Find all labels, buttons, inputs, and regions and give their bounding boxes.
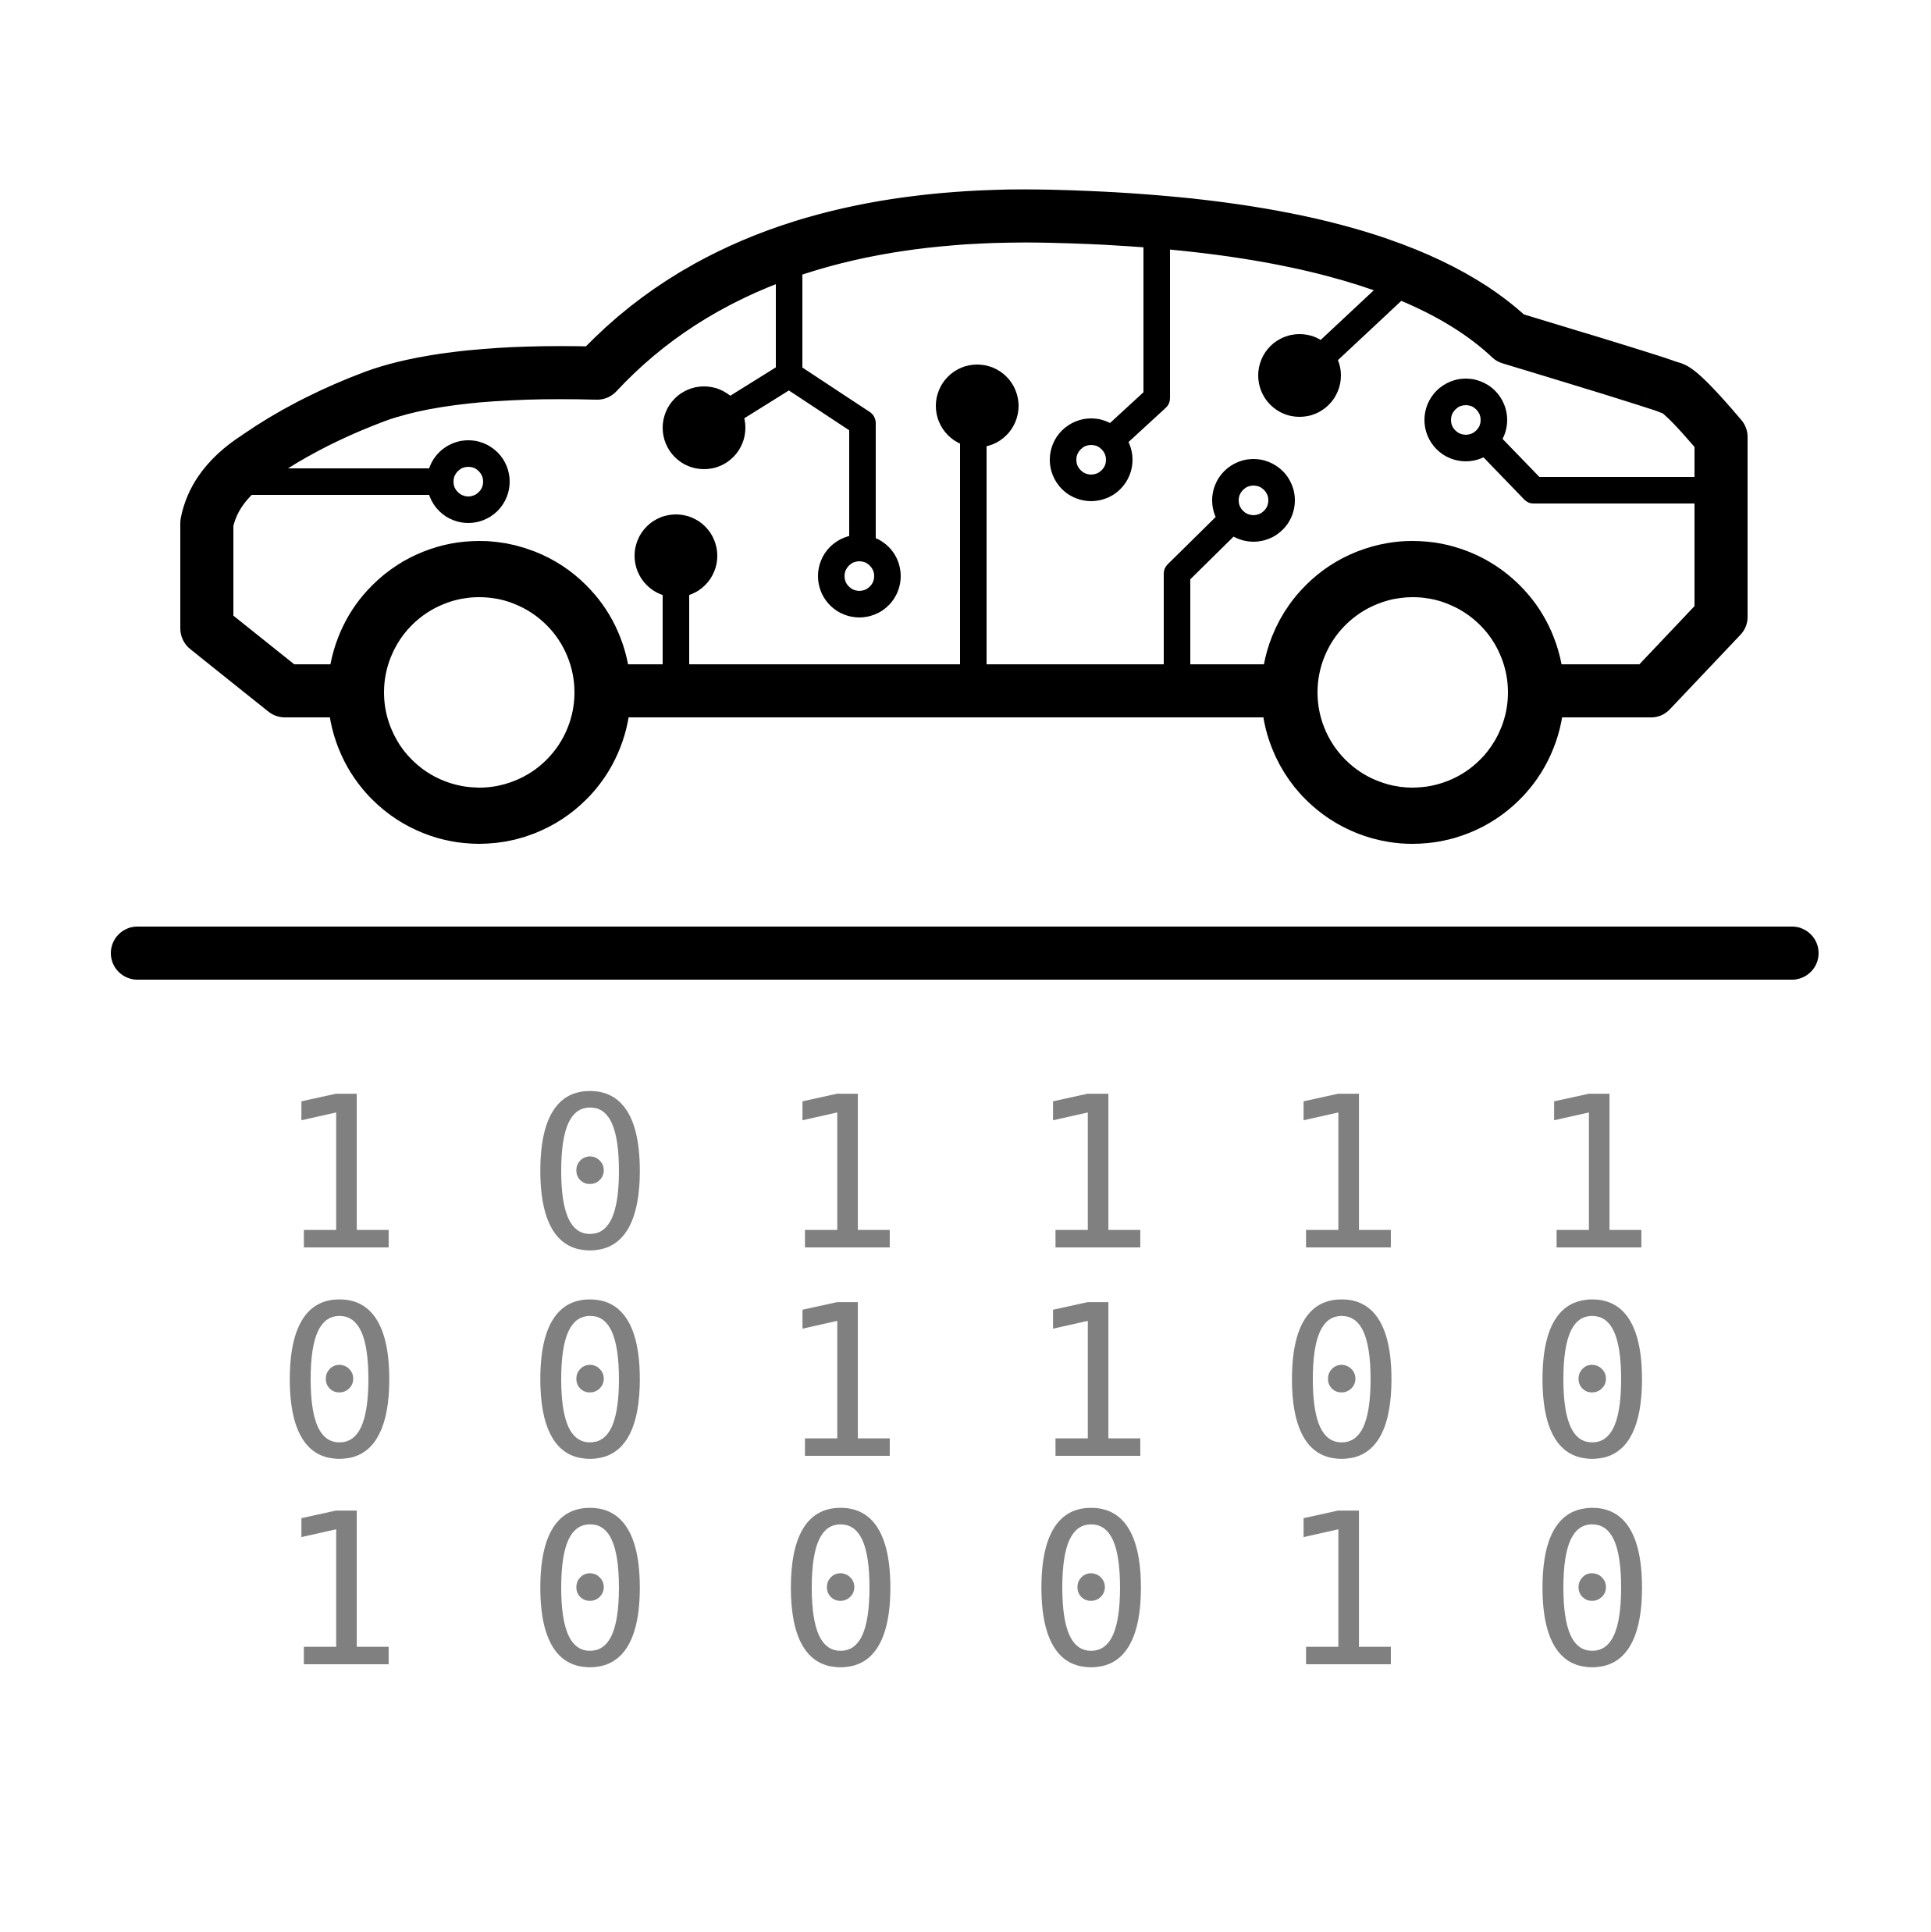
wheels: [328, 541, 1564, 844]
binary-digit: 0: [1528, 1468, 1656, 1714]
ring-nodes: [427, 379, 1507, 617]
binary-digit: 1: [777, 1051, 905, 1297]
circuit-node-icon: [635, 514, 717, 597]
binary-digit: 0: [276, 1260, 404, 1506]
binary-digit: 0: [1278, 1260, 1406, 1506]
circuit-node-icon: [663, 386, 745, 469]
binary-digit: 0: [1027, 1468, 1155, 1714]
binary-digit: 1: [276, 1468, 404, 1714]
binary-row-1: 1 0 1 1 1 1: [265, 1069, 1670, 1280]
binary-digit: 1: [1027, 1051, 1155, 1297]
trace-rear-mid: [1164, 505, 1246, 683]
circuit-ring-node-icon: [1424, 379, 1507, 461]
binary-digit: 0: [777, 1468, 905, 1714]
circuit-ring-node-icon: [1212, 459, 1295, 542]
binary-digit: 0: [1528, 1260, 1656, 1506]
binary-digit: 1: [1278, 1468, 1406, 1714]
binary-digit: 1: [1027, 1260, 1155, 1506]
rear-wheel-icon: [1261, 541, 1564, 844]
binary-digit: 1: [1278, 1051, 1406, 1297]
binary-digit: 1: [276, 1051, 404, 1297]
front-wheel-icon: [328, 541, 631, 844]
binary-digit: 0: [526, 1051, 654, 1297]
car-outline-icon: [180, 189, 1748, 717]
binary-row-3: 1 0 0 0 1 0: [265, 1486, 1670, 1697]
circuit-node-icon: [936, 365, 1019, 447]
binary-digit: 0: [526, 1468, 654, 1714]
car-body: [180, 189, 1748, 717]
circuit-ring-node-icon: [818, 535, 901, 617]
binary-digit: 1: [1528, 1051, 1656, 1297]
circuit-ring-node-icon: [427, 440, 510, 523]
circuit-node-icon: [1258, 334, 1341, 417]
trace-roof-2: [1086, 222, 1170, 464]
binary-digit: 1: [777, 1260, 905, 1506]
solid-nodes: [635, 334, 1341, 597]
circuit-ring-node-icon: [1050, 418, 1133, 501]
binary-row-2: 0 0 1 1 0 0: [265, 1278, 1670, 1489]
trace-roof-1-branch: [776, 361, 876, 560]
binary-digit: 0: [526, 1260, 654, 1506]
